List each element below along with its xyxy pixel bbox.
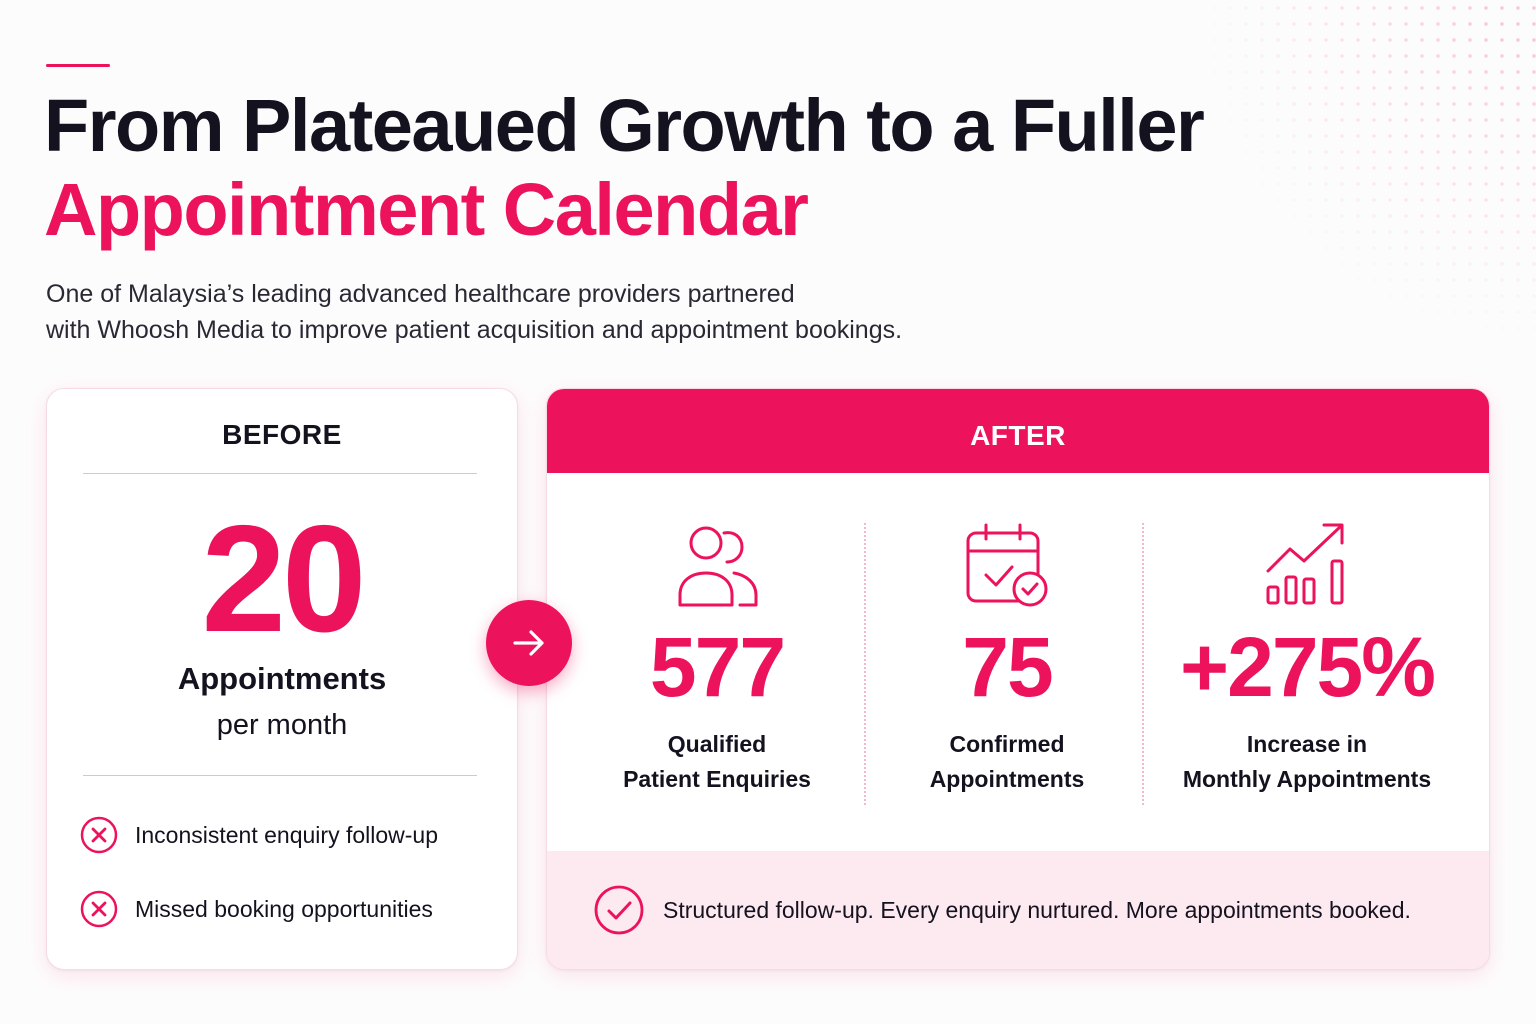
users-icon	[678, 526, 758, 607]
arrow-right-icon	[513, 630, 544, 656]
metric-label-line-2: Monthly Appointments	[1182, 766, 1432, 792]
before-value: 20	[201, 494, 366, 664]
x-circle-icon	[80, 890, 118, 928]
metric-label-line-1: Increase in	[1246, 731, 1368, 757]
metric-value: 75	[962, 620, 1053, 714]
metric-value: 577	[649, 620, 786, 714]
x-circle-icon	[80, 816, 118, 854]
before-value-sub: per month	[216, 709, 348, 741]
metric-appointments: 75 Confirmed Appointments	[877, 519, 1137, 809]
after-footer: Structured follow-up. Every enquiry nurt…	[547, 851, 1489, 969]
divider	[864, 523, 866, 805]
title-line-1: From Plateaued Growth to a Fuller	[44, 84, 1205, 167]
before-label: BEFORE	[222, 419, 342, 450]
accent-line	[46, 64, 110, 67]
arrow-right-button	[486, 600, 572, 686]
subtitle-line-2: with Whoosh Media to improve patient acq…	[46, 316, 903, 344]
issue-item: Inconsistent enquiry follow-up	[79, 815, 438, 855]
metric-label-line-1: Qualified	[667, 731, 767, 757]
divider	[83, 775, 477, 776]
metric-enquiries: 577 Qualified Patient Enquiries	[587, 519, 847, 809]
before-card: BEFORE 20 Appointments per month Inconsi…	[46, 388, 518, 970]
check-circle-icon	[594, 885, 644, 935]
divider	[1142, 523, 1144, 805]
metric-label-line-1: Confirmed	[949, 731, 1065, 757]
after-label: AFTER	[547, 389, 1489, 473]
growth-chart-icon	[1266, 523, 1344, 605]
metric-label-line-2: Patient Enquiries	[623, 766, 811, 792]
before-value-label: Appointments	[177, 661, 387, 696]
title-line-2: Appointment Calendar	[44, 168, 809, 251]
metric-label-line-2: Appointments	[929, 766, 1085, 792]
issue-text: Inconsistent enquiry follow-up	[135, 821, 438, 848]
footer-text: Structured follow-up. Every enquiry nurt…	[663, 896, 1411, 923]
issue-item: Missed booking opportunities	[79, 889, 433, 929]
decorative-dot-pattern	[1206, 0, 1536, 330]
divider	[83, 473, 477, 474]
after-card: AFTER 577 Qualified Patient Enquiries 75…	[546, 388, 1490, 970]
metric-value: +275%	[1180, 620, 1436, 714]
issue-text: Missed booking opportunities	[135, 895, 433, 922]
page-subtitle: One of Malaysia’s leading advanced healt…	[46, 276, 1006, 348]
page-title: From Plateaued Growth to a Fuller Appoin…	[44, 84, 1244, 252]
calendar-check-icon	[966, 523, 1048, 607]
metric-increase: +275% Increase in Monthly Appointments	[1157, 519, 1457, 809]
subtitle-line-1: One of Malaysia’s leading advanced healt…	[46, 280, 795, 308]
